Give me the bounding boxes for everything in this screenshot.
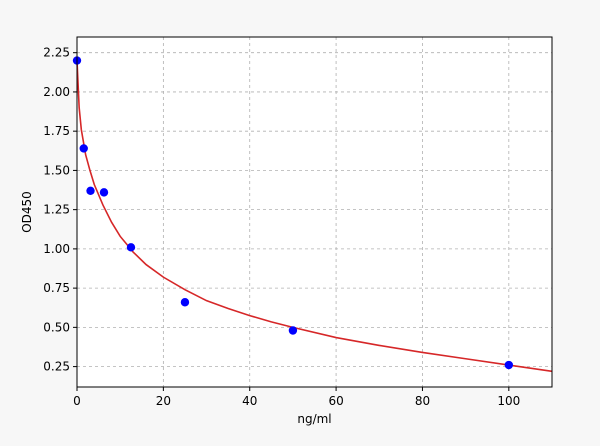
- fit-curve-line: [76, 60, 553, 373]
- y-tick-label: 2.25: [43, 46, 70, 60]
- y-tick-label: 0.75: [43, 281, 70, 295]
- y-tick-label: 0.50: [43, 320, 70, 334]
- x-axis-ticks: 0 20 40 60 80 100: [73, 387, 520, 408]
- y-tick-label: 1.00: [43, 242, 70, 256]
- y-tick-label: 2.00: [43, 85, 70, 99]
- x-tick-label: 0: [73, 394, 81, 408]
- data-point: [99, 188, 109, 197]
- y-tick-label: 1.50: [43, 163, 70, 177]
- y-axis-ticks: 0.25 0.50 0.75 1.00 1.25 1.50 1.75 2.00 2.25: [43, 46, 77, 374]
- x-tick-label: 40: [242, 394, 257, 408]
- y-tick-label: 0.25: [43, 360, 70, 374]
- x-tick-label: 100: [497, 394, 520, 408]
- data-point: [86, 186, 95, 196]
- x-tick-label: 60: [328, 394, 343, 408]
- x-tick-label: 80: [415, 394, 430, 408]
- y-tick-label: 1.75: [43, 124, 70, 138]
- plot-area: [77, 37, 552, 387]
- x-tick-label: 20: [156, 394, 171, 408]
- data-points-layer: [72, 56, 514, 370]
- plot-frame: [76, 36, 553, 388]
- x-axis-label: ng/ml: [297, 412, 331, 426]
- y-axis-label: OD450: [20, 191, 34, 233]
- y-tick-label: 1.25: [43, 203, 70, 217]
- data-point: [504, 360, 514, 370]
- fit-curve-layer: [76, 60, 553, 373]
- data-point: [180, 298, 190, 307]
- data-point: [126, 243, 136, 252]
- data-point: [79, 144, 88, 153]
- data-point: [288, 326, 298, 335]
